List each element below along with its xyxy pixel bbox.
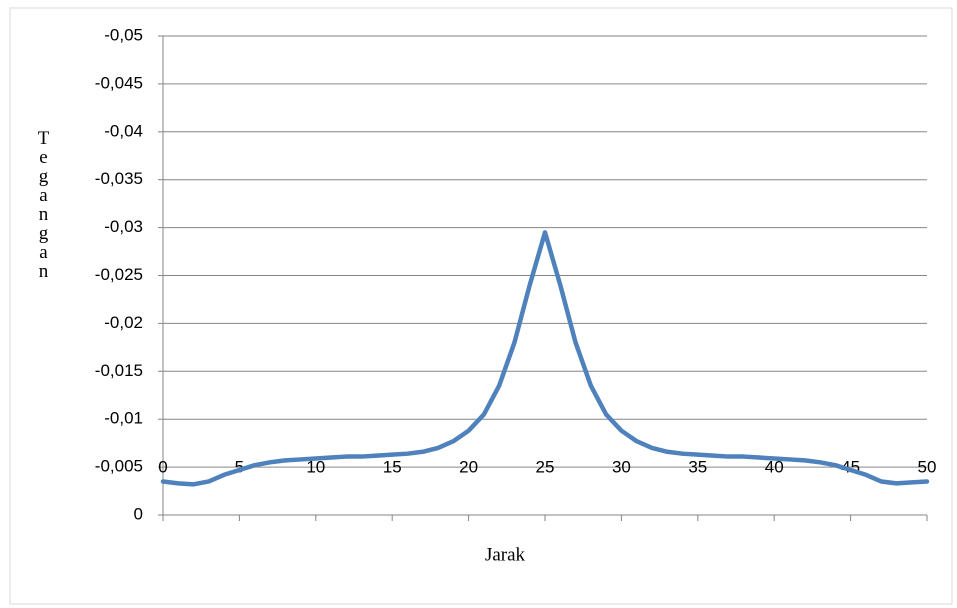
y-tick-label: -0,03 (104, 217, 143, 236)
chart-border (9, 7, 953, 605)
x-tick-label: 20 (459, 458, 478, 477)
x-tick-label: 10 (306, 458, 325, 477)
y-tick-label: 0 (134, 504, 143, 523)
x-tick-label: 0 (158, 458, 167, 477)
y-tick-label: -0,015 (95, 361, 143, 380)
line-series (160, 230, 930, 487)
y-tick-label: -0,04 (104, 121, 143, 140)
y-tick-label: -0,025 (95, 265, 143, 284)
y-tick-label: -0,05 (104, 25, 143, 44)
y-tick-label: -0,01 (104, 409, 143, 428)
x-tick-label: 15 (383, 458, 402, 477)
x-tick-label: 35 (688, 458, 707, 477)
y-tick-label: -0,02 (104, 313, 143, 332)
y-tick-label: -0,045 (95, 73, 143, 92)
x-tick-label: 50 (918, 458, 937, 477)
x-tick-label: 40 (765, 458, 784, 477)
x-tick-label: 25 (536, 458, 555, 477)
y-tick-label: -0,005 (95, 457, 143, 476)
x-tick-label: 30 (612, 458, 631, 477)
x-tick-label: 5 (235, 458, 244, 477)
y-axis-title: Tegangan (33, 128, 54, 280)
y-tick-label: -0,035 (95, 169, 143, 188)
x-axis-title: Jarak (485, 544, 526, 565)
